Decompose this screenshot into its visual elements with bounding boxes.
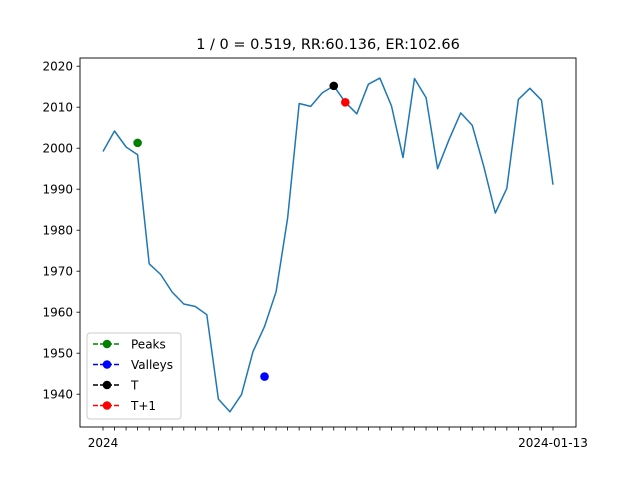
y-tick-label: 2010: [42, 101, 73, 115]
legend-marker-valleys: [102, 360, 112, 369]
legend-marker-t-1: [102, 401, 112, 410]
legend-label-t: T: [130, 379, 139, 393]
y-tick-label: 1940: [42, 388, 73, 402]
marker-peaks: [133, 138, 142, 148]
legend-label-valleys: Valleys: [131, 358, 173, 372]
y-tick-label: 1960: [42, 306, 73, 320]
y-tick-label: 1970: [42, 265, 73, 279]
legend-label-t-1: T+1: [130, 399, 156, 413]
x-tick-label-first: 2024: [88, 436, 119, 450]
series-line: [102, 77, 554, 413]
y-tick-label: 2020: [42, 60, 73, 74]
marker-valleys: [260, 372, 269, 381]
series-layer: [102, 77, 554, 413]
marker-layer: [133, 81, 350, 381]
y-tick-label: 1990: [42, 183, 73, 197]
y-tick-label: 2000: [42, 142, 73, 156]
y-tick-label: 1980: [42, 224, 73, 238]
legend-box: [86, 332, 182, 420]
legend-marker-peaks: [102, 339, 112, 349]
x-tick-label-last: 2024-01-13: [518, 436, 588, 450]
legend-label-peaks: Peaks: [131, 338, 166, 352]
y-axis: 1940 1950 1960 1970 1980 1990 2000 2010 2020: [42, 60, 80, 402]
chart-title: 1 / 0 = 0.519, RR:60.136, ER:102.66: [196, 37, 460, 53]
x-axis: 2024 2024-01-13: [88, 427, 588, 450]
y-tick-label: 1950: [42, 347, 73, 361]
legend: Peaks Valleys T T+1: [86, 332, 182, 420]
marker-t: [329, 81, 339, 91]
legend-marker-t: [102, 380, 112, 390]
plot-frame: [79, 57, 577, 428]
marker-t-1: [341, 97, 350, 107]
